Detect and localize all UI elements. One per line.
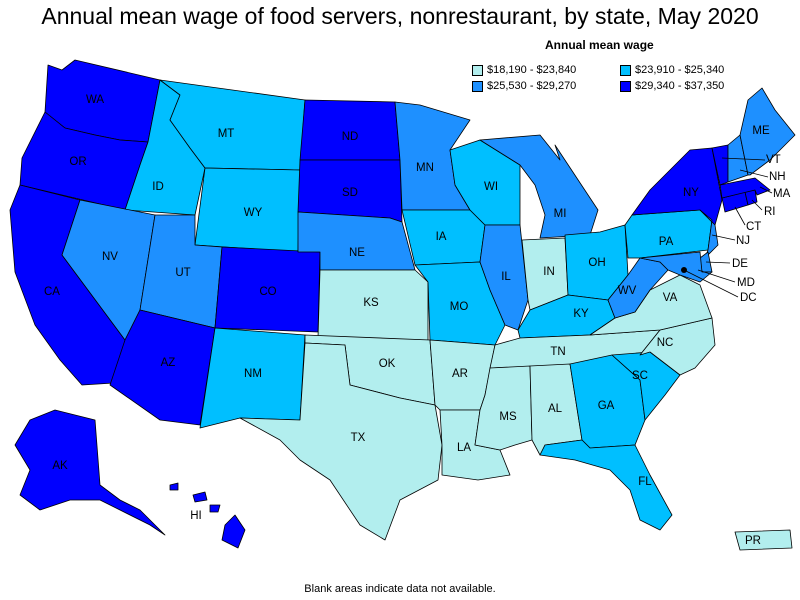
state-label-CT: CT	[746, 221, 761, 233]
state-ND[interactable]	[299, 99, 401, 161]
footnote: Blank areas indicate data not available.	[304, 583, 496, 595]
state-label-PA: PA	[659, 236, 674, 248]
state-label-NE: NE	[349, 247, 365, 259]
state-ME[interactable]	[739, 87, 796, 176]
state-label-NH: NH	[769, 171, 786, 183]
leader-line-NH	[739, 169, 769, 178]
state-label-RI: RI	[764, 206, 776, 218]
leader-line-MA	[759, 186, 773, 194]
leader-line-RI	[751, 199, 763, 211]
state-label-AZ: AZ	[161, 357, 176, 369]
leader-line-MD	[697, 269, 736, 283]
state-label-SC: SC	[632, 370, 648, 382]
state-label-OK: OK	[379, 358, 396, 370]
state-TX[interactable]	[239, 342, 443, 541]
state-label-OH: OH	[588, 257, 605, 269]
state-label-WI: WI	[484, 181, 498, 193]
state-label-MA: MA	[773, 188, 791, 200]
state-KS[interactable]	[317, 269, 429, 341]
state-label-IL: IL	[501, 271, 511, 283]
legend-title: Annual mean wage	[545, 38, 654, 52]
state-label-DE: DE	[732, 258, 748, 270]
state-MD[interactable]	[639, 251, 713, 283]
legend-label: $23,910 - $25,340	[635, 64, 725, 76]
state-MA[interactable]	[719, 177, 771, 199]
state-label-ND: ND	[342, 131, 359, 143]
state-label-IA: IA	[436, 231, 447, 243]
legend-label: $18,190 - $23,840	[487, 64, 577, 76]
state-label-NC: NC	[657, 337, 674, 349]
state-label-WA: WA	[86, 94, 104, 106]
state-label-CA: CA	[44, 286, 60, 298]
leader-line-VT	[721, 157, 766, 161]
state-label-GA: GA	[598, 400, 615, 412]
state-label-NM: NM	[244, 368, 262, 380]
state-label-HI: HI	[190, 510, 202, 522]
state-label-ID: ID	[152, 181, 164, 193]
state-label-WV: WV	[618, 285, 637, 297]
state-label-DC: DC	[740, 292, 757, 304]
state-label-IN: IN	[543, 266, 555, 278]
state-label-UT: UT	[175, 267, 190, 279]
leader-line-NJ	[711, 234, 736, 241]
state-AK[interactable]	[14, 409, 166, 536]
state-label-SD: SD	[342, 187, 358, 199]
state-PR[interactable]	[734, 529, 793, 551]
map-title: Annual mean wage of food servers, nonres…	[41, 3, 759, 29]
state-label-MS: MS	[499, 411, 517, 423]
state-label-MI: MI	[554, 208, 567, 220]
leader-line-CT	[734, 206, 746, 226]
state-label-NY: NY	[683, 187, 699, 199]
state-HI[interactable]	[169, 482, 246, 549]
legend-swatch	[620, 64, 631, 76]
state-label-LA: LA	[457, 442, 471, 454]
legend-item-tier-2: $25,530 - $29,270	[472, 80, 576, 92]
state-label-MD: MD	[737, 277, 755, 289]
state-label-FL: FL	[638, 476, 652, 488]
state-label-TX: TX	[351, 432, 366, 444]
legend-swatch	[472, 64, 483, 76]
state-label-MO: MO	[450, 301, 469, 313]
state-label-KS: KS	[363, 297, 379, 309]
legend-item-tier-1: $23,910 - $25,340	[620, 64, 724, 76]
legend-swatch	[620, 80, 631, 92]
state-label-MT: MT	[218, 128, 235, 140]
leader-line-DC	[683, 269, 739, 298]
state-label-TN: TN	[550, 346, 565, 358]
state-PA[interactable]	[624, 209, 713, 259]
state-label-ME: ME	[752, 125, 770, 137]
state-label-PR: PR	[745, 535, 761, 547]
legend-label: $25,530 - $29,270	[487, 80, 577, 92]
leader-line-DE	[705, 261, 731, 264]
state-label-MN: MN	[416, 162, 434, 174]
state-label-OR: OR	[69, 156, 86, 168]
state-label-WY: WY	[244, 207, 263, 219]
legend-label: $29,340 - $37,350	[635, 80, 725, 92]
legend-item-tier-0: $18,190 - $23,840	[472, 64, 576, 76]
legend-swatch	[472, 80, 483, 92]
state-label-NV: NV	[102, 251, 118, 263]
state-label-AK: AK	[52, 460, 68, 472]
state-IL[interactable]	[479, 224, 529, 331]
state-label-AL: AL	[548, 403, 563, 415]
state-label-AR: AR	[452, 368, 468, 380]
state-FL[interactable]	[539, 439, 673, 531]
state-label-NJ: NJ	[736, 235, 750, 247]
state-label-VA: VA	[663, 292, 678, 304]
state-label-CO: CO	[259, 286, 276, 298]
state-label-VT: VT	[766, 154, 781, 166]
state-label-KY: KY	[573, 308, 589, 320]
legend-item-tier-3: $29,340 - $37,350	[620, 80, 724, 92]
